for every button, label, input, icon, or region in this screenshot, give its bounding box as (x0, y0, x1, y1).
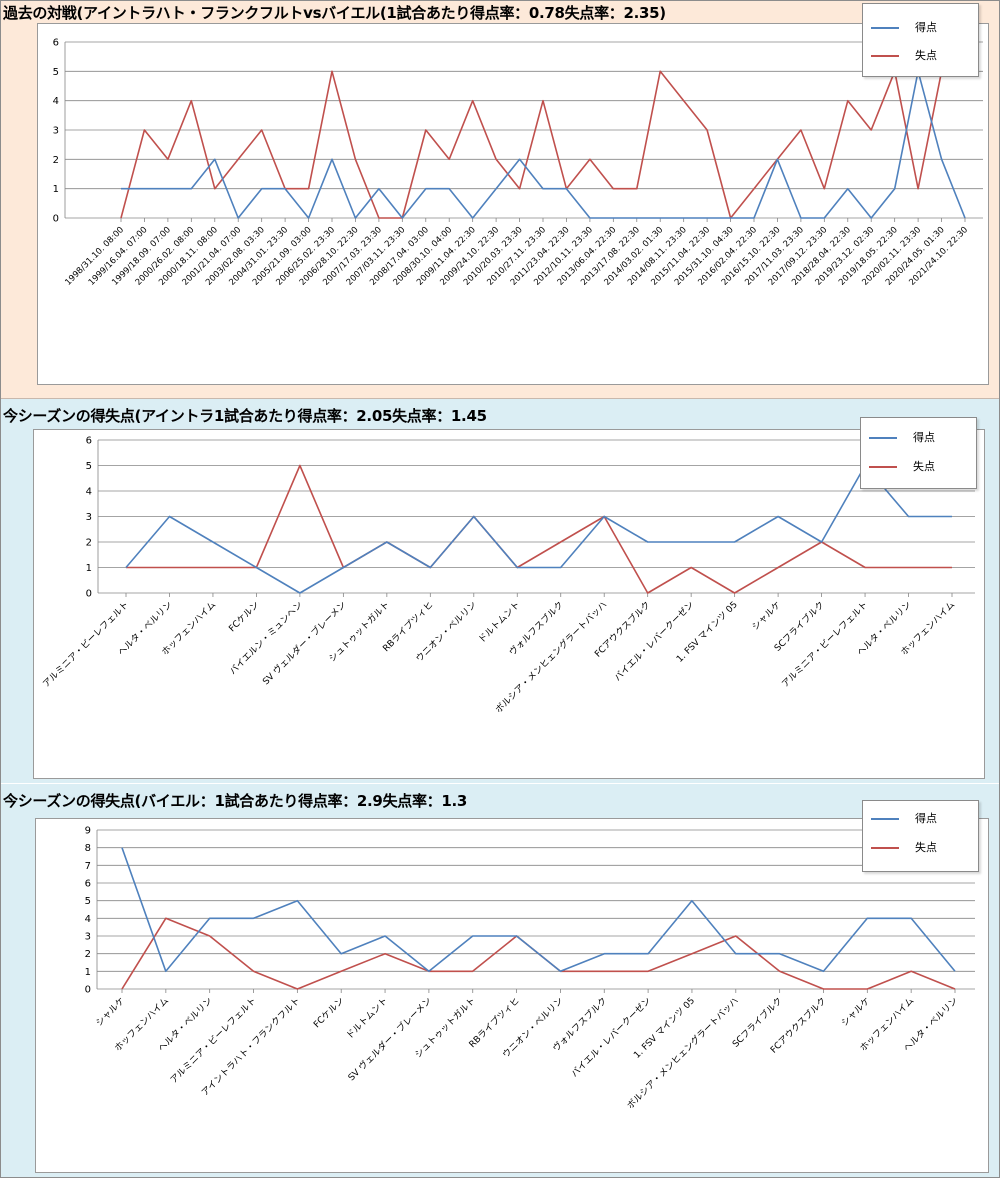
chart-panel-history: 過去の対戦(アイントラハト・フランクフルトvsバイエル(1試合あたり得点率：0.… (0, 0, 1000, 399)
chart-panel-leverkusen-season: 今シーズンの得失点(バイエル：1試合あたり得点率：2.9失点率：1.3 0 1 2 3… (0, 784, 1000, 1178)
chart-legend: 得点 失点 (862, 3, 979, 77)
legend-swatch-scored (871, 818, 899, 820)
y-tick-label: 2 (85, 949, 91, 960)
y-tick-label: 6 (86, 436, 92, 447)
y-tick-label: 3 (53, 126, 59, 137)
y-tick-label: 4 (53, 96, 59, 107)
chart-legend: 得点 失点 (860, 417, 977, 489)
y-tick-label: 8 (85, 843, 91, 854)
y-tick-label: 5 (86, 461, 92, 472)
x-tick-label: アルミニア・ビーレフェルト (780, 599, 870, 689)
legend-swatch-scored (869, 437, 897, 439)
y-tick-label: 2 (86, 538, 92, 549)
plot-area (35, 818, 989, 1173)
series-line-scored (121, 70, 966, 219)
y-tick-label: 6 (53, 38, 59, 49)
y-tick-label: 3 (85, 932, 91, 943)
chart-legend: 得点 失点 (862, 800, 979, 872)
y-tick-label: 0 (53, 214, 59, 225)
plot-area (33, 429, 985, 779)
y-tick-label: 1 (85, 967, 91, 978)
y-tick-label: 2 (53, 155, 59, 166)
y-tick-label: 0 (86, 589, 92, 600)
chart-panel-eintracht-season: 今シーズンの得失点(アイントラ1試合あたり得点率：2.05失点率：1.45 0 1… (0, 399, 1000, 783)
x-tick-label: FCケルン (227, 599, 262, 634)
series-line-scored (125, 464, 952, 594)
y-tick-label: 3 (86, 512, 92, 523)
legend-swatch-conceded (871, 55, 899, 57)
y-tick-label: 0 (85, 985, 91, 996)
y-tick-label: 1 (53, 184, 59, 195)
x-tick-label: SV ヴェルダー・ブレーメン (345, 995, 434, 1084)
x-tick-label: バイエル・レバークーゼン (568, 995, 653, 1080)
x-tick-label: バイエル・レバークーゼン (611, 599, 696, 684)
x-tick-label: シャルケ (94, 995, 127, 1028)
legend-swatch-scored (871, 27, 899, 29)
y-tick-label: 5 (53, 67, 59, 78)
y-tick-label: 4 (85, 914, 91, 925)
legend-label-conceded: 失点 (913, 460, 935, 473)
y-tick-label: 6 (85, 879, 91, 890)
x-tick-label: ドルトムント (344, 995, 390, 1041)
legend-label-scored: 得点 (913, 431, 935, 444)
chart-title: 過去の対戦(アイントラハト・フランクフルトvsバイエル(1試合あたり得点率：0.… (3, 4, 666, 22)
x-tick-label: シャルケ (839, 995, 872, 1028)
x-tick-label: シャルケ (750, 599, 783, 632)
chart-title: 今シーズンの得失点(バイエル：1試合あたり得点率：2.9失点率：1.3 (3, 792, 468, 810)
chart-title: 今シーズンの得失点(アイントラ1試合あたり得点率：2.05失点率：1.45 (3, 407, 487, 425)
x-tick-label: アルミニア・ビーレフェルト (168, 995, 258, 1085)
legend-swatch-conceded (871, 847, 899, 849)
y-tick-label: 5 (85, 896, 91, 907)
legend-label-scored: 得点 (915, 812, 937, 825)
legend-label-conceded: 失点 (915, 841, 937, 854)
series-line-conceded (126, 464, 952, 594)
y-tick-label: 7 (85, 861, 91, 872)
x-tick-label: ドルトムント (476, 599, 522, 645)
y-tick-label: 9 (85, 826, 91, 837)
x-tick-label: SV ヴェルダー・ブレーメン (260, 599, 349, 688)
series-line-conceded (120, 70, 965, 219)
legend-label-conceded: 失点 (915, 49, 937, 62)
y-tick-label: 1 (86, 563, 92, 574)
y-tick-label: 4 (86, 487, 92, 498)
legend-label-scored: 得点 (915, 21, 937, 34)
x-tick-label: FCケルン (311, 995, 346, 1030)
line-chart-leverkusen-season: 0123456789シャルケホッフェンハイムヘルタ・ベルリンアルミニア・ビーレフ… (85, 826, 975, 1111)
series-line-scored (121, 847, 956, 973)
legend-swatch-conceded (869, 466, 897, 468)
x-tick-label: バイエルン・ミュンヘン (227, 599, 305, 677)
plot-area (37, 23, 989, 385)
x-tick-label: アルミニア・ビーレフェルト (41, 599, 131, 689)
